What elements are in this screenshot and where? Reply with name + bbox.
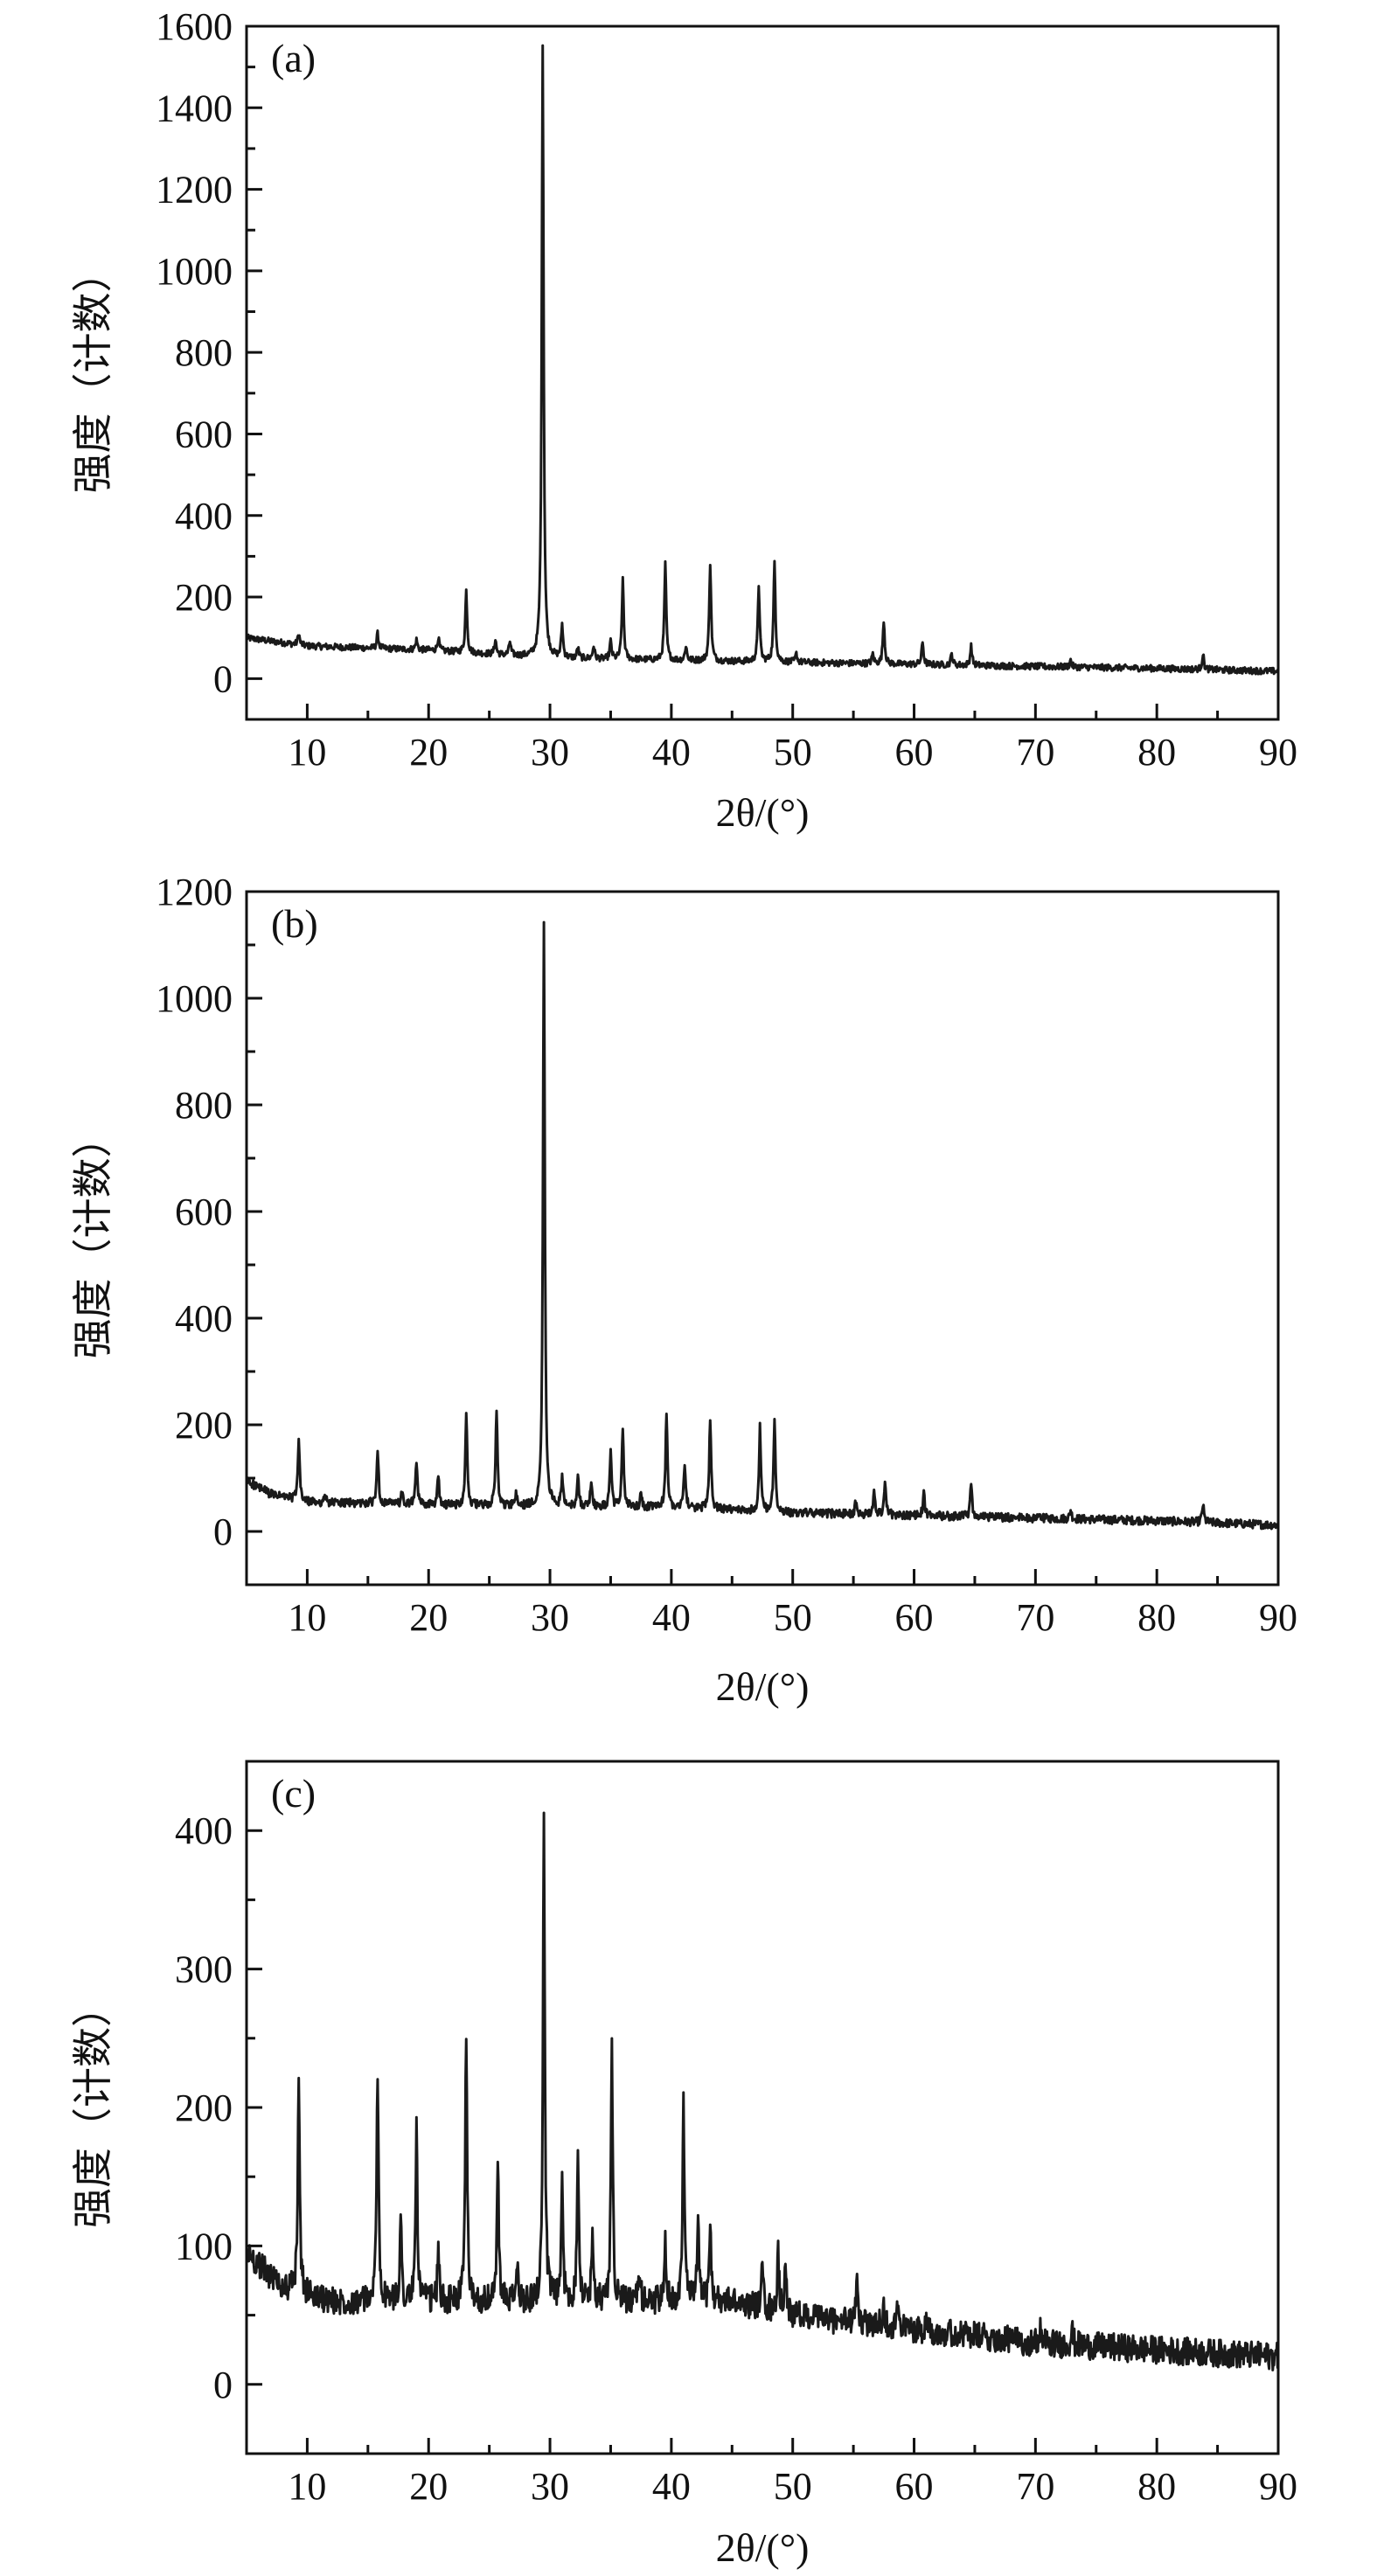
xrd-panel-a: 10 20 30 40 50 60 70 80 90 0 200 400 600 800 1000 1200 1… <box>71 5 1297 835</box>
x-axis-title: 2θ/(°) <box>716 790 810 835</box>
xrd-panel-b: 10 20 30 40 50 60 70 80 90 0 200 400 600 800 1000 1200 (… <box>71 871 1297 1709</box>
y-tick-label: 200 <box>175 2086 233 2129</box>
y-tick-label: 1600 <box>156 5 233 48</box>
x-tick-label: 20 <box>409 1596 448 1639</box>
x-tick-label: 90 <box>1259 731 1297 774</box>
y-tick-label: 600 <box>175 1191 233 1233</box>
y-tick-label: 200 <box>175 576 233 619</box>
x-tick-label: 90 <box>1259 1596 1297 1639</box>
x-tick-label: 60 <box>895 2465 934 2508</box>
x-tick-label: 20 <box>409 731 448 774</box>
x-tick-label: 30 <box>531 1596 569 1639</box>
xrd-pattern-line <box>245 44 1280 676</box>
x-axis-title: 2θ/(°) <box>716 2525 810 2570</box>
x-tick-label: 70 <box>1016 1596 1054 1639</box>
x-tick-label: 10 <box>288 731 326 774</box>
x-tick-label: 50 <box>774 1596 812 1639</box>
x-tick-label: 80 <box>1137 1596 1176 1639</box>
x-tick-label: 10 <box>288 1596 326 1639</box>
y-tick-label: 400 <box>175 1809 233 1852</box>
x-tick-label: 70 <box>1016 2465 1054 2508</box>
y-tick-label: 100 <box>175 2225 233 2267</box>
y-axis-title: 强度（计数） <box>71 253 115 494</box>
x-tick-label: 30 <box>531 731 569 774</box>
xrd-pattern-line <box>245 1811 1280 2371</box>
xrd-pattern-line <box>245 920 1280 1531</box>
y-tick-label: 600 <box>175 413 233 455</box>
panel-label: (a) <box>271 36 316 80</box>
y-tick-label: 1000 <box>156 977 233 1020</box>
panel-label: (b) <box>271 901 318 946</box>
plot-frame <box>245 24 1280 721</box>
y-tick-label: 1200 <box>156 169 233 212</box>
x-tick-label: 80 <box>1137 731 1176 774</box>
x-tick-label: 50 <box>774 731 812 774</box>
y-tick-label: 400 <box>175 1297 233 1340</box>
y-tick-label: 1000 <box>156 250 233 293</box>
y-tick-label: 200 <box>175 1404 233 1447</box>
x-tick-label: 40 <box>652 1596 691 1639</box>
x-tick-label: 30 <box>531 2465 569 2508</box>
y-tick-label: 0 <box>213 1510 233 1553</box>
x-axis-title: 2θ/(°) <box>716 1664 810 1709</box>
x-tick-label: 90 <box>1259 2465 1297 2508</box>
panel-label: (c) <box>271 1771 316 1816</box>
x-tick-label: 40 <box>652 2465 691 2508</box>
x-tick-label: 40 <box>652 731 691 774</box>
x-tick-label: 50 <box>774 2465 812 2508</box>
x-tick-label: 60 <box>895 1596 934 1639</box>
y-tick-label: 1200 <box>156 871 233 913</box>
y-axis-title: 强度（计数） <box>71 1987 115 2228</box>
x-tick-label: 20 <box>409 2465 448 2508</box>
plot-frame <box>245 890 1280 1587</box>
x-tick-label: 70 <box>1016 731 1054 774</box>
y-tick-label: 1400 <box>156 87 233 129</box>
y-axis-title: 强度（计数） <box>71 1118 115 1359</box>
xrd-panel-c: 10 20 30 40 50 60 70 80 90 0 100 200 300 400 (c) 2θ/(°)… <box>71 1760 1297 2570</box>
y-tick-label: 300 <box>175 1948 233 1991</box>
x-tick-label: 80 <box>1137 2465 1176 2508</box>
y-tick-label: 0 <box>213 657 233 700</box>
x-tick-label: 10 <box>288 2465 326 2508</box>
y-tick-label: 800 <box>175 1084 233 1127</box>
y-tick-label: 400 <box>175 495 233 538</box>
y-tick-label: 0 <box>213 2364 233 2406</box>
y-tick-label: 800 <box>175 331 233 374</box>
x-tick-label: 60 <box>895 731 934 774</box>
